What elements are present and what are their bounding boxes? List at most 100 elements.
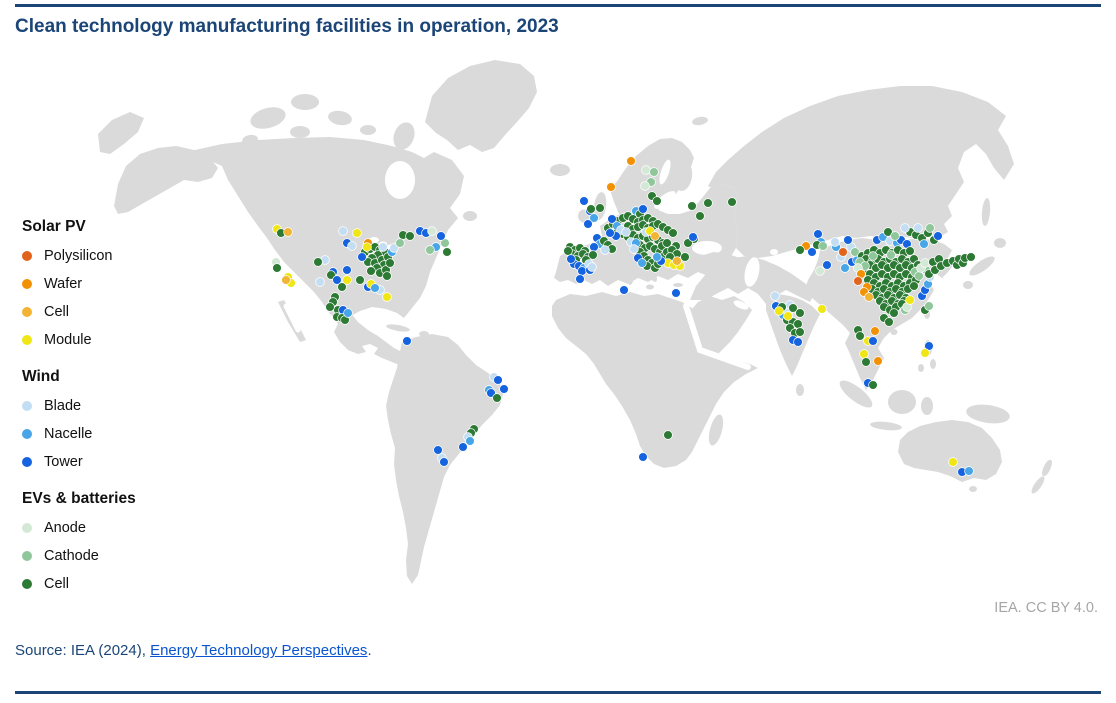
facility-dot-cellev (883, 227, 893, 237)
world-map-container: Solar PV Polysilicon Wafer Cell Module Wind Bl… (0, 52, 1116, 597)
landmass-russia (708, 86, 1014, 258)
landmass-alaska (114, 146, 218, 214)
facility-dot-cathode (924, 301, 934, 311)
legend-label: Polysilicon (44, 248, 113, 264)
facility-dot-blade (830, 237, 840, 247)
facility-dot-nacelle (964, 466, 974, 476)
facility-dot-cellev (868, 380, 878, 390)
landmass-hokkaido (994, 238, 1006, 248)
source-link[interactable]: Energy Technology Perspectives (150, 642, 368, 659)
facility-dot-nacelle (637, 258, 647, 268)
landmass-newfoundland (463, 211, 477, 221)
landmass-cyprus (701, 279, 707, 283)
facility-dot-poly (853, 276, 863, 286)
facility-dot-cathode (925, 223, 935, 233)
facility-dot-tower (619, 285, 629, 295)
facility-dot-tower (499, 384, 509, 394)
facility-dot-module (948, 457, 958, 467)
facility-dot-tower (793, 337, 803, 347)
facility-dot-cellev (703, 198, 713, 208)
facility-dot-cellev (909, 281, 919, 291)
facility-dot-anode (641, 165, 651, 175)
facility-dot-blade (338, 226, 348, 236)
facility-dot-nacelle (919, 239, 929, 249)
facility-dot-module (817, 304, 827, 314)
facility-dot-tower (575, 274, 585, 284)
facility-dot-cellev (668, 228, 678, 238)
facility-dot-cellev (855, 331, 865, 341)
facility-dot-cellev (272, 263, 282, 273)
facility-dot-cellev (905, 246, 915, 256)
facility-dot-poly (838, 247, 848, 257)
facility-dot-cellev (595, 203, 605, 213)
facility-dot-module (783, 311, 793, 321)
landmass-sakhalin (981, 198, 991, 226)
red-sea (683, 303, 751, 370)
source-line: Source: IEA (2024), Energy Technology Pe… (15, 642, 372, 659)
facility-dot-cellev (889, 308, 899, 318)
facility-dot-cellev (492, 393, 502, 403)
landmass-chukotka (98, 112, 144, 154)
facility-dot-tower (589, 242, 599, 252)
landmass-corsica (629, 268, 635, 276)
facility-dot-cellpv (650, 231, 660, 241)
facility-dot-cellev (884, 317, 894, 327)
landmass-philippines (918, 364, 924, 372)
bottom-divider (15, 691, 1101, 694)
landmass-australia (898, 420, 1002, 482)
facility-dot-blade (629, 244, 639, 254)
landmass-sardinia (627, 275, 633, 285)
legend-label: Cathode (44, 548, 99, 564)
facility-dot-tower (924, 341, 934, 351)
legend-label: Nacelle (44, 426, 93, 442)
hudson-bay (385, 161, 415, 199)
facility-dot-cellev (727, 197, 737, 207)
facility-dot-anode (920, 258, 930, 268)
facility-dot-tower (688, 232, 698, 242)
landmass-arctic-island (250, 107, 286, 129)
facility-dot-wafer (626, 156, 636, 166)
facility-dot-nacelle (370, 283, 380, 293)
facility-dot-cellev (861, 357, 871, 367)
facility-dot-module (774, 306, 784, 316)
facility-dot-tower (933, 231, 943, 241)
legend-swatch-poly (22, 251, 32, 261)
landmass-svalbard (692, 116, 708, 126)
facility-dot-cathode (440, 238, 450, 248)
legend-item: Module (22, 326, 136, 354)
landmass-timor (932, 428, 944, 436)
facility-dot-tower (402, 336, 412, 346)
facility-dot-module (859, 349, 869, 359)
facility-dot-module (920, 348, 930, 358)
landmass-sumatra (839, 380, 873, 408)
landmass-borneo (888, 390, 916, 414)
facility-dots (271, 156, 976, 477)
legend-swatch-wafer (22, 279, 32, 289)
landmass-arctic-island (291, 94, 319, 110)
top-divider (15, 4, 1101, 7)
facility-dot-cellev (313, 257, 323, 267)
landmass-java (870, 421, 902, 431)
legend-item: Cathode (22, 542, 136, 570)
legend-swatch-cellev (22, 579, 32, 589)
legend-swatch-cathode (22, 551, 32, 561)
facility-dot-anode (640, 181, 650, 191)
facility-dot-tower (638, 452, 648, 462)
legend-swatch-anode (22, 523, 32, 533)
facility-dot-tower (439, 457, 449, 467)
legend-swatch-module (22, 335, 32, 345)
facility-dot-cellev (652, 196, 662, 206)
source-suffix: . (367, 642, 372, 659)
legend-label: Cell (44, 576, 69, 592)
facility-dot-tower (607, 214, 617, 224)
landmass-cuba (386, 324, 410, 332)
license-attribution: IEA. CC BY 4.0. (994, 600, 1098, 616)
legend-item: Nacelle (22, 420, 136, 448)
facility-dot-tower (433, 445, 443, 455)
facility-dot-nacelle (465, 436, 475, 446)
facility-dot-blade (378, 242, 388, 252)
facility-dot-nacelle (840, 263, 850, 273)
legend-item: Wafer (22, 270, 136, 298)
legend-swatch-tower (22, 457, 32, 467)
landmass-new-zealand (1031, 476, 1045, 494)
